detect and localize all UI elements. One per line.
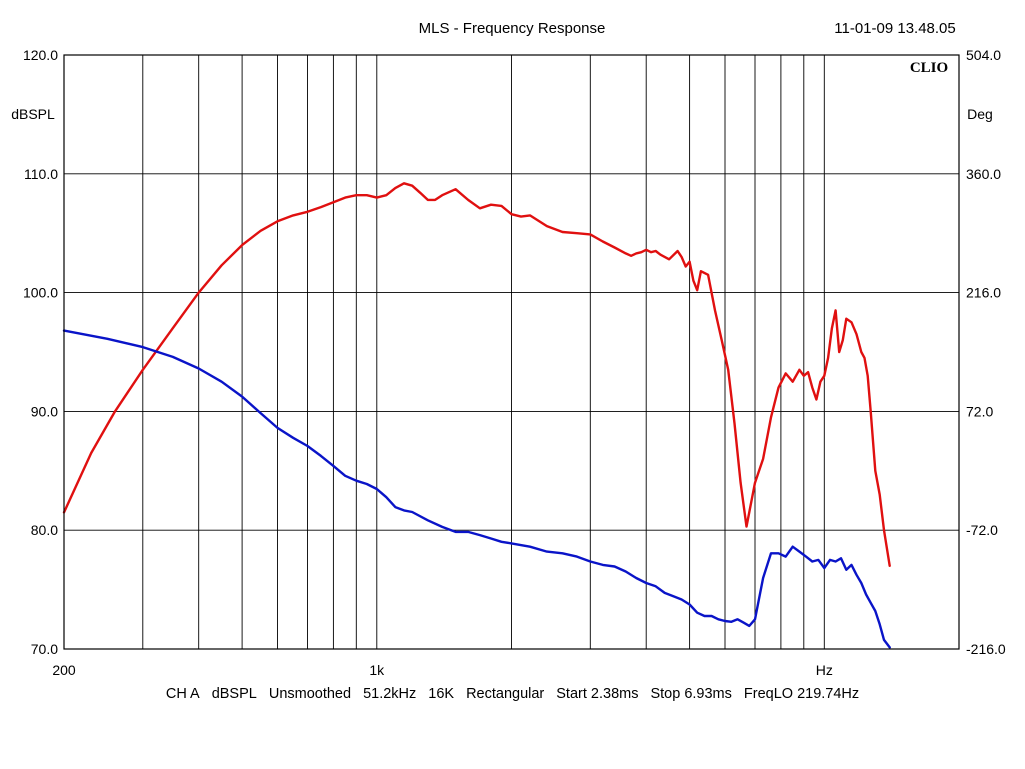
chart-title: MLS - Frequency Response [419, 20, 606, 37]
magnitude-trace [62, 182, 891, 567]
footer-item: Start 2.38ms [556, 686, 639, 702]
y-tick-label: 120.0 [23, 47, 58, 63]
y2-tick-label: 216.0 [966, 285, 1001, 301]
y2-tick-label: 72.0 [966, 403, 993, 419]
measurement-settings: CH A dBSPL Unsmoothed 51.2kHz 16K Rectangular… [0, 686, 1025, 702]
y-tick-label: 100.0 [23, 285, 58, 301]
y2-tick-label: 504.0 [966, 47, 1001, 63]
x-tick-label: Hz [816, 662, 833, 678]
y2-tick-label: -72.0 [966, 522, 998, 538]
y-tick-label: 70.0 [31, 641, 58, 657]
footer-item: 51.2kHz [363, 686, 417, 702]
footer-item: 16K [428, 686, 455, 702]
plot-frame [63, 54, 960, 650]
y-tick-labels: 70.0 80.0 90.0 100.0 110.0 120.0 [23, 47, 58, 657]
chart-traces [62, 182, 891, 649]
footer-item: dBSPL [211, 686, 257, 702]
footer-item: Unsmoothed [268, 686, 352, 702]
phase-trace [62, 329, 891, 649]
y2-tick-labels: -216.0 -72.0 72.0 216.0 360.0 504.0 [966, 47, 1006, 657]
y2-tick-label: 360.0 [966, 166, 1001, 182]
x-tick-labels: 200 1k Hz [52, 662, 833, 678]
footer-item: Stop 6.93ms [650, 686, 732, 702]
y-axis-label: dBSPL [11, 106, 55, 122]
y-tick-label: 80.0 [31, 522, 58, 538]
x-tick-label: 1k [369, 662, 385, 678]
clio-logo-box [907, 58, 951, 76]
footer-item: FreqLO 219.74Hz [743, 686, 860, 702]
chart-grid [64, 54, 959, 650]
measurement-timestamp: 11-01-09 13.48.05 [834, 20, 956, 37]
footer-item: CH A [165, 686, 200, 702]
y2-axis-label: Deg [967, 106, 993, 122]
x-tick-label: 200 [52, 662, 76, 678]
y-tick-label: 110.0 [24, 166, 58, 182]
clio-logo: CLIO [910, 60, 948, 76]
y2-tick-label: -216.0 [966, 641, 1006, 657]
footer-item: Rectangular [466, 686, 545, 702]
y-tick-label: 90.0 [31, 403, 58, 419]
